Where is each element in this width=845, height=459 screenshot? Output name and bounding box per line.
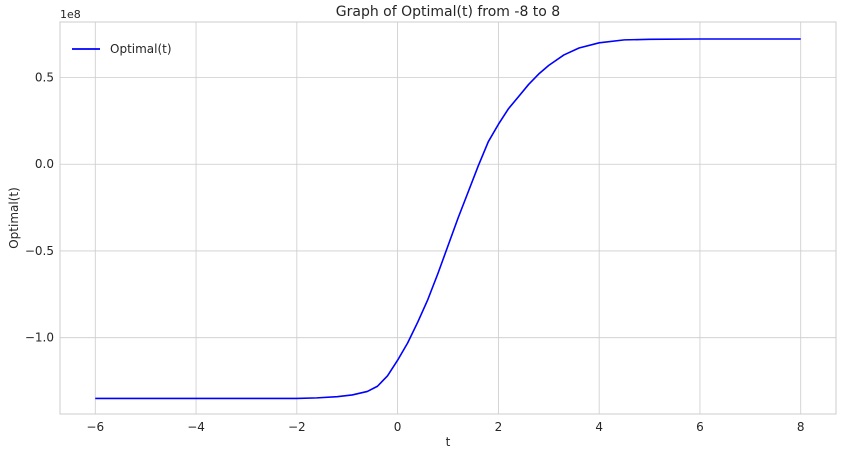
x-tick-label: 8 <box>797 420 805 434</box>
x-tick-labels: −6 −4 −2 0 2 4 6 8 <box>86 420 804 434</box>
chart-title: Graph of Optimal(t) from -8 to 8 <box>336 4 560 20</box>
y-tick-label: 0.5 <box>35 71 54 85</box>
series-layer <box>95 38 801 400</box>
y-offset-text: 1e8 <box>60 8 81 21</box>
x-axis-label: t <box>446 435 451 449</box>
x-tick-label: 2 <box>495 420 503 434</box>
legend-label: Optimal(t) <box>110 42 172 56</box>
x-tick-label: −2 <box>288 420 306 434</box>
x-tick-label: 6 <box>696 420 704 434</box>
y-tick-labels: −1.0 −0.5 0.0 0.5 <box>25 71 54 345</box>
y-tick-label: 0.0 <box>35 157 54 171</box>
x-tick-label: −6 <box>86 420 104 434</box>
x-tick-label: 4 <box>595 420 603 434</box>
y-axis-label: Optimal(t) <box>7 187 21 249</box>
series-line-optimal <box>95 38 801 400</box>
x-tick-label: −4 <box>187 420 205 434</box>
y-tick-label: −0.5 <box>25 244 54 258</box>
legend: Optimal(t) <box>72 42 172 56</box>
y-tick-label: −1.0 <box>25 331 54 345</box>
plot-frame <box>59 21 837 415</box>
grid <box>60 22 836 414</box>
x-tick-label: 0 <box>394 420 402 434</box>
